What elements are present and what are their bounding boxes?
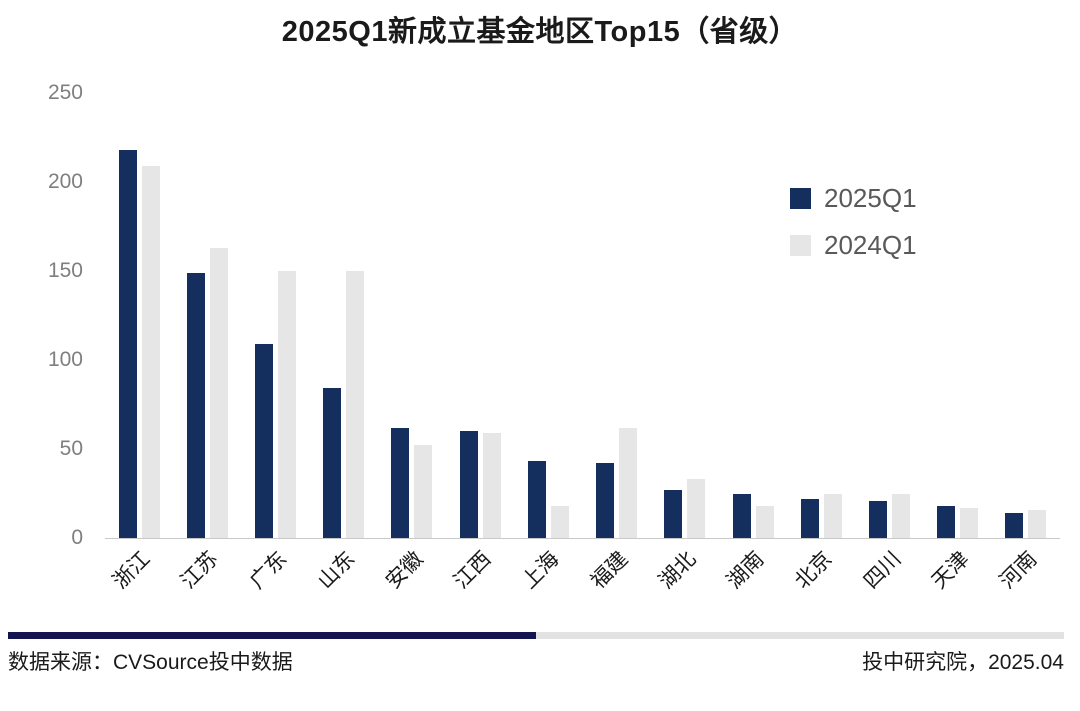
bar-2024Q1 xyxy=(209,247,228,538)
x-axis-label: 福建 xyxy=(586,547,633,594)
bar-2025Q1 xyxy=(732,493,751,538)
bar-2025Q1 xyxy=(596,463,615,538)
x-axis-label: 湖南 xyxy=(722,547,769,594)
bar-group: 湖南 xyxy=(719,93,787,593)
legend: 2025Q1 2024Q1 xyxy=(790,183,917,261)
legend-label: 2024Q1 xyxy=(824,230,917,260)
chart-title: 2025Q1新成立基金地区Top15（省级） xyxy=(281,16,799,48)
y-tick-label: 200 xyxy=(47,170,83,193)
x-axis-label: 广东 xyxy=(245,547,292,594)
y-tick-label: 250 xyxy=(47,81,83,104)
plot-area: 0 50 100 150 200 250 浙江 江苏 广东 山东 安徽 江西 上海 福建 湖北 湖南 北京 四川天… xyxy=(48,82,1060,593)
bar-group: 天津 xyxy=(924,93,992,593)
x-axis-label: 四川 xyxy=(859,547,906,594)
x-axis-label: 浙江 xyxy=(108,547,155,594)
bar-2024Q1 xyxy=(141,165,160,538)
bar-group: 浙江 xyxy=(105,93,173,593)
legend-item: 2024Q1 xyxy=(790,230,917,261)
bar-2025Q1 xyxy=(323,388,342,538)
bar-group: 广东 xyxy=(241,93,309,593)
bar-group: 福建 xyxy=(583,93,651,593)
bar-2024Q1 xyxy=(755,505,774,538)
bar-2025Q1 xyxy=(118,149,137,538)
bar-group: 四川 xyxy=(855,93,923,593)
footer-divider-right-segment xyxy=(536,632,1064,639)
bar-2024Q1 xyxy=(1028,509,1047,538)
y-tick-label: 100 xyxy=(47,348,83,371)
bar-2024Q1 xyxy=(687,479,706,538)
footer-divider xyxy=(8,632,1064,639)
bar-2024Q1 xyxy=(278,271,297,538)
bar-group: 安徽 xyxy=(378,93,446,593)
x-axis-label: 安徽 xyxy=(381,547,428,594)
x-axis-label: 江苏 xyxy=(176,547,223,594)
y-tick-label: 50 xyxy=(59,437,83,460)
legend-swatch-icon xyxy=(790,235,811,256)
bar-2025Q1 xyxy=(391,427,410,538)
bar-2025Q1 xyxy=(800,498,819,538)
legend-label: 2025Q1 xyxy=(824,183,917,213)
bar-2025Q1 xyxy=(186,272,205,538)
bar-2025Q1 xyxy=(255,343,274,538)
bar-2024Q1 xyxy=(414,445,433,538)
x-axis-label: 江西 xyxy=(449,547,496,594)
bar-group: 上海 xyxy=(514,93,582,593)
bar-2024Q1 xyxy=(482,432,501,538)
x-axis-label: 河南 xyxy=(995,547,1042,594)
bar-2024Q1 xyxy=(823,493,842,538)
bar-2025Q1 xyxy=(527,461,546,538)
x-axis-label: 湖北 xyxy=(654,547,701,594)
data-source-text: 数据来源：CVSource投中数据 xyxy=(8,651,293,674)
bar-2024Q1 xyxy=(550,505,569,538)
bar-2025Q1 xyxy=(869,500,888,538)
legend-item: 2025Q1 xyxy=(790,183,917,214)
bar-2024Q1 xyxy=(346,271,365,538)
bar-2025Q1 xyxy=(937,505,956,538)
bar-2024Q1 xyxy=(892,493,911,538)
y-tick-label: 0 xyxy=(71,526,83,549)
x-axis-label: 天津 xyxy=(927,547,974,594)
footer-divider-left-segment xyxy=(8,632,536,639)
bar-group: 江西 xyxy=(446,93,514,593)
bar-2025Q1 xyxy=(1005,513,1024,538)
bar-group: 江苏 xyxy=(173,93,241,593)
credit-text: 投中研究院，2025.04 xyxy=(862,651,1064,674)
y-tick-label: 150 xyxy=(47,259,83,282)
footer: 数据来源：CVSource投中数据 投中研究院，2025.04 xyxy=(8,632,1064,676)
legend-swatch-icon xyxy=(790,188,811,209)
bar-2024Q1 xyxy=(960,507,979,538)
bar-2025Q1 xyxy=(664,489,683,538)
x-axis-label: 北京 xyxy=(790,547,837,594)
bar-group: 山东 xyxy=(310,93,378,593)
bar-2025Q1 xyxy=(459,431,478,538)
bar-group: 湖北 xyxy=(651,93,719,593)
bar-2024Q1 xyxy=(619,427,638,538)
bar-group: 北京 xyxy=(787,93,855,593)
bar-group: 河南 xyxy=(992,93,1060,593)
x-axis-label: 上海 xyxy=(518,547,564,594)
x-axis-label: 山东 xyxy=(313,547,360,594)
